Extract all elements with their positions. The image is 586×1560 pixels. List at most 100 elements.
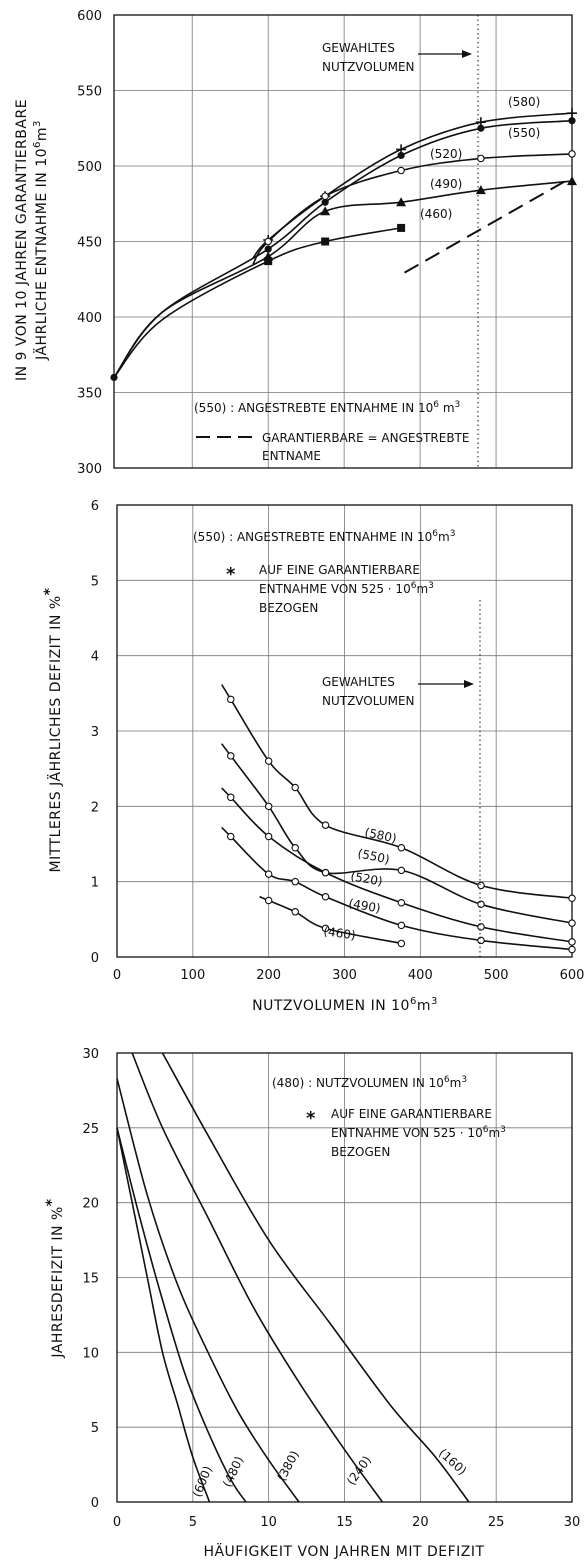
chart-1-marker [567, 176, 577, 186]
chart-3-ytick-label: 10 [82, 1346, 99, 1361]
chart-2-marker [291, 844, 299, 852]
chart-3-xtick-label: 5 [189, 1515, 197, 1530]
chart-2-note-1: (550) : ANGESTREBTE ENTNAHME IN 106m3 [193, 529, 455, 544]
chart-1-ytick-label: 300 [77, 462, 102, 477]
chart-2-marker [477, 936, 485, 945]
chart-2-notes: (550) : ANGESTREBTE ENTNAHME IN 106m3 * … [193, 529, 455, 615]
chart-1-curve [113, 227, 402, 378]
chart-3-ytick-label: 30 [82, 1047, 99, 1062]
chart-2-note-2-line2: ENTNAHME VON 525 · 106m3 [259, 581, 434, 596]
chart-1-legend-text-1: (550) : ANGESTREBTE ENTNAHME IN 106 m3 [194, 400, 460, 415]
chart-1-ylabel-line1: IN 9 VON 10 JAHREN GARANTIERBARE [14, 99, 30, 381]
chart-2-ticks: 0 1 2 3 4 5 6 0 100 200 300 400 500 600 [91, 499, 585, 983]
chart-2-note-2-line1: AUF EINE GARANTIERBARE [259, 563, 420, 577]
chart-2-marker [321, 821, 330, 829]
chart-1-marker [477, 124, 485, 132]
chart-2-curve [221, 684, 573, 899]
chart-1: 300 350 400 450 500 550 600 GEWAHLTES NUTZVOLU… [14, 9, 577, 477]
chart-3-xlabel: HÄUFIGKEIT VON JAHREN MIT DEFIZIT [203, 1542, 484, 1560]
chart-3-ytick-label: 0 [91, 1496, 99, 1511]
chart-2-marker [568, 894, 576, 902]
chart-3-ylabel: JAHRESDEFIZIT IN %* [44, 1198, 66, 1358]
chart-2-xtick-label: 600 [560, 968, 585, 983]
chart-1-legend: (550) : ANGESTREBTE ENTNAHME IN 106 m3 G… [194, 400, 469, 463]
chart-3-label-480: (480) [220, 1454, 246, 1489]
chart-2-frame [116, 504, 573, 958]
chart-1-marker [397, 151, 405, 160]
chart-1-marker [264, 257, 273, 266]
chart-2-marker [321, 868, 330, 877]
chart-2-marker [477, 881, 485, 890]
chart-1-annotation-line2: NUTZVOLUMEN [322, 60, 415, 74]
chart-2-ytick-label: 0 [91, 951, 99, 966]
chart-1-ytick-label: 400 [77, 311, 102, 326]
chart-2-marker [227, 752, 235, 760]
chart-2-ytick-label: 4 [91, 650, 99, 665]
chart-1-ytick-label: 600 [77, 9, 102, 24]
chart-1-curve-labels: (580) (550) (520) (490) (460) [420, 95, 540, 221]
chart-2-annotation-line1: GEWAHLTES [322, 675, 395, 689]
chart-1-ytick-label: 550 [77, 85, 102, 100]
chart-1-frame [113, 14, 573, 469]
chart-1-marker [320, 206, 331, 216]
chart-2-marker [397, 844, 406, 852]
chart-2-marker [397, 939, 406, 948]
chart-3-note-star: * [306, 1108, 316, 1129]
chart-3-note-2-line2: ENTNAHME VON 525 · 106m3 [331, 1125, 506, 1140]
chart-2-label-460: (460) [323, 924, 357, 942]
chart-1-label-580: (580) [508, 95, 540, 109]
chart-2-ytick-label: 1 [91, 876, 99, 891]
chart-1-ytick-label: 450 [77, 236, 102, 251]
chart-3-label-160: (160) [436, 1446, 469, 1478]
chart-2-label-580: (580) [363, 825, 397, 845]
chart-2-note-star: * [226, 564, 236, 585]
chart-1-yticks: 300 350 400 450 500 550 600 [77, 9, 102, 477]
chart-1-marker [397, 166, 405, 175]
chart-2-annotation-arrowhead [464, 680, 474, 688]
chart-2-label-550: (550) [356, 846, 390, 866]
chart-2-marker [227, 832, 235, 841]
chart-2-marker [477, 923, 485, 931]
chart-2-ytick-label: 5 [91, 574, 99, 589]
chart-1-marker [568, 150, 576, 158]
chart-2: 0 1 2 3 4 5 6 0 100 200 300 400 500 600 (550) : ANGES… [42, 499, 584, 1014]
chart-2-label-520: (520) [349, 869, 383, 888]
chart-2-annotation: GEWAHLTES NUTZVOLUMEN [322, 675, 474, 708]
chart-3-curve [116, 1078, 300, 1503]
chart-3-ticks: 0 5 10 15 20 25 30 0 5 10 15 20 25 30 [82, 1047, 580, 1530]
chart-2-marker [264, 802, 273, 811]
chart-2-ytick-label: 6 [91, 499, 99, 514]
chart-2-marker [397, 899, 406, 907]
chart-2-marker [291, 908, 299, 916]
chart-2-marker [568, 945, 576, 954]
chart-2-marker [291, 783, 299, 792]
chart-1-legend-text-2-line1: GARANTIERBARE = ANGESTREBTE [262, 431, 469, 445]
chart-2-marker [264, 870, 273, 878]
chart-3-curve [116, 1127, 247, 1503]
chart-1-legend-text-2-line2: ENTNAME [262, 449, 321, 463]
chart-1-annotation: GEWAHLTES NUTZVOLUMEN [322, 41, 472, 74]
chart-3: 0 5 10 15 20 25 30 0 5 10 15 20 25 30 (480) : NUTZVOL… [44, 1047, 580, 1560]
chart-1-marker [321, 237, 330, 246]
chart-1-annotation-line1: GEWAHLTES [322, 41, 395, 55]
chart-1-marker [396, 197, 407, 207]
chart-1-ylabel-line2: JÄHRLICHE ENTNAHME IN 106m3 [32, 120, 50, 361]
chart-3-curve [161, 1052, 470, 1503]
chart-1-marker [321, 192, 329, 200]
chart-2-curves [221, 684, 576, 954]
chart-3-ytick-label: 25 [82, 1122, 99, 1137]
chart-2-marker [264, 896, 273, 905]
chart-2-marker [291, 877, 299, 886]
chart-1-label-460: (460) [420, 207, 452, 221]
chart-1-marker [477, 154, 485, 163]
chart-2-xtick-label: 0 [113, 968, 121, 983]
chart-1-marker [264, 245, 272, 253]
chart-3-frame [116, 1052, 573, 1503]
chart-1-ytick-label: 350 [77, 387, 102, 402]
chart-3-ytick-label: 15 [82, 1272, 99, 1287]
chart-1-ylabel: IN 9 VON 10 JAHREN GARANTIERBARE JÄHRLIC… [14, 99, 50, 381]
chart-3-curves [116, 1052, 470, 1503]
chart-3-label-600: (600) [190, 1464, 215, 1499]
chart-3-curve [116, 1127, 211, 1503]
